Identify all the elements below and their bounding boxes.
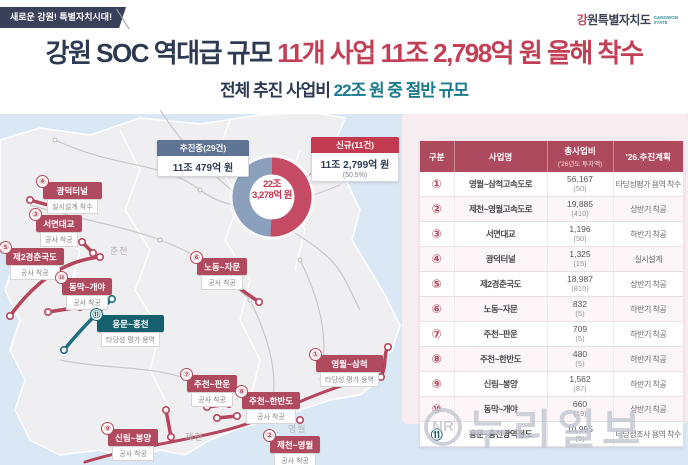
page-title: 강원 SOC 역대급 규모 11개 사업 11조 2,798억 원 올해 착수 [45,38,644,68]
map-label-gwangdeok-tunnel: ④ 광덕터널 실시설계 착수 [36,175,102,214]
callout-ongoing: 추진중(29건) 11조 479억 원 [157,140,249,177]
map-label-jucheon-hanbando: ⑧ 주천~한반도 공사 착공 [235,385,301,424]
table-row: ② 제천~영월고속도로 19,885 (410) 상반기 착공 [420,196,683,222]
project-endpoints-teal [59,295,117,355]
donut-center-label: 22조 3,278억 원 [252,179,292,201]
table-row: ⑥ 노동~자문 832 (5) 하반기 착공 [420,296,683,322]
table-row: ⑨ 신림~봉양 1,562 (87) 하반기 착공 [420,371,683,397]
table-row: ⑩ 동막~개야 660 (19) 상반기 착공 [420,396,683,422]
logo-english: GANGWON STATE [653,14,679,25]
gangwon-state-logo: 강원특별자치도 GANGWON STATE [577,11,678,28]
table-row: ③ 서면대교 1,196 (50) 하반기 착공 [420,221,683,247]
callout-ongoing-header: 추진중(29건) [157,140,249,156]
table-row: ① 영월~삼척고속도로 56,167 (50) 타당성평가 용역 착수 [420,172,683,197]
table-row: ⑦ 주천~판운 709 (5) 하반기 착공 [420,321,683,347]
callout-ongoing-value: 11조 479억 원 [157,156,249,177]
callout-new-percent: (50.5%) [342,172,368,179]
map-label-dongmak-gaeya: ⑩ 동막~개야 공사 착공 [55,271,113,310]
map-label-jecheon-yeongwol: ② 제천~영월 공사 착공 [263,429,321,465]
callout-new: 신규(11건) 11조 2,799억 원 (50.5%) [311,137,399,182]
logo-korean: 강원특별자치도 [576,13,651,27]
main-area: 춘천 제천 영월 22조 3,278억 원 추진중(29건) 11조 479억 … [0,110,688,465]
header-project-name: 사업명 [454,141,548,172]
donut-segment-new [232,157,312,237]
city-label-chuncheon: 춘천 [110,246,129,256]
table-header-row: 구분 사업명 총사업비 ('26년도 투자액) '26.추진계획 [420,141,683,172]
top-margin [0,110,688,114]
map-label-seomyeon-bridge: ③ 서면대교 공사 착공 [29,208,82,247]
city-label-jecheon: 제천 [185,432,204,442]
map-label-je2gyeongchun: ⑤ 제2경춘국도 공사 착공 [0,241,64,280]
budget-donut-chart: 22조 3,278억 원 [228,153,316,241]
map-label-nodong-jamun: ⑥ 노동~자문 공사 착공 [190,251,248,290]
map-label-jucheon-panun: ⑦ 주천~판운 공사 착공 [180,368,238,407]
table-row: ⑤ 제2경춘국도 18,987 (810) 상반기 착공 [420,271,683,297]
donut-hole [250,175,294,219]
callout-new-value: 11조 2,799억 원 (50.5%) [311,153,399,182]
header-total-cost: 총사업비 ('26년도 투자액) [547,141,614,172]
donut-svg [229,154,315,240]
slogan-badge: 새로운 강원! 특별자치시대! [0,7,126,28]
map-label-yongmun-hongcheon: ⑪ 용문~홍천 타당성 평가 용역 [90,308,164,347]
header-category: 구분 [420,141,455,172]
table-row: ④ 광덕터널 1,325 (15) 실시설계 [420,246,683,272]
map-label-yeongwol-samcheok: ① 영월~삼척 타당성 평가 용역 [309,348,383,387]
page-subtitle: 전체 추진 사업비 22조 원 중 절반 규모 [220,81,469,100]
table-row: ⑪ 용문~홍천광역철도 10,995 (5) 타당성조사 용역 착수 [420,421,683,447]
callout-new-header: 신규(11건) [311,137,399,153]
map-label-sillim-bongyang: ⑨ 신림~봉양 공사 착공 [101,422,159,461]
table-row: ⑧ 주천~한반도 480 (5) 하반기 착공 [420,346,683,372]
city-label-yeongwol: 영월 [288,424,307,434]
project-table: 구분 사업명 총사업비 ('26년도 투자액) '26.추진계획 ① 영월~삼척고… [420,141,683,447]
header-plan: '26.추진계획 [613,141,683,172]
